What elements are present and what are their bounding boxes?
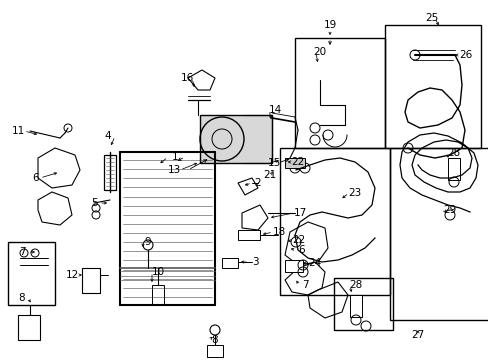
Bar [384,25,480,148]
Text: 23: 23 [347,188,361,198]
Bar [294,38,384,148]
Text: 27: 27 [410,330,424,340]
Bar [447,158,459,180]
Text: 20: 20 [313,47,326,57]
Bar [238,230,260,240]
Text: 13: 13 [167,165,180,175]
Bar [285,158,305,168]
Text: 11: 11 [11,126,24,136]
Text: 5: 5 [90,198,97,208]
Bar [333,278,392,330]
Text: 4: 4 [104,131,111,141]
Text: 9: 9 [144,237,151,247]
Text: 22: 22 [292,235,305,245]
Text: 2: 2 [254,178,261,188]
Bar [349,295,361,317]
Text: 16: 16 [180,73,193,83]
Text: 22: 22 [291,157,304,167]
Text: 21: 21 [263,170,276,180]
Text: 7: 7 [301,280,307,290]
Text: 6: 6 [33,173,39,183]
Text: 12: 12 [65,270,79,280]
Text: 25: 25 [425,13,438,23]
Text: 7: 7 [19,247,25,257]
Text: 10: 10 [151,267,164,277]
Text: 3: 3 [251,257,258,267]
Bar [152,285,163,305]
Bar [285,260,303,272]
Text: 6: 6 [298,245,305,255]
Text: 15: 15 [267,158,280,168]
Bar [222,258,238,268]
Bar [8,242,55,305]
Text: 28: 28 [348,280,362,290]
Bar [200,115,271,163]
Text: 18: 18 [272,227,285,237]
Text: 8: 8 [211,335,218,345]
Text: 17: 17 [293,208,306,218]
Text: 1: 1 [171,152,178,162]
Text: 19: 19 [323,20,336,30]
Text: 8: 8 [19,293,25,303]
Text: 26: 26 [458,50,472,60]
Text: 14: 14 [268,105,281,115]
Bar [82,268,100,293]
Bar [104,155,116,190]
Bar [280,148,389,295]
Bar [206,345,223,357]
Text: 24: 24 [308,258,321,268]
Text: 29: 29 [443,205,456,215]
Bar [18,315,40,340]
Text: 28: 28 [447,148,460,158]
Bar [389,148,488,320]
